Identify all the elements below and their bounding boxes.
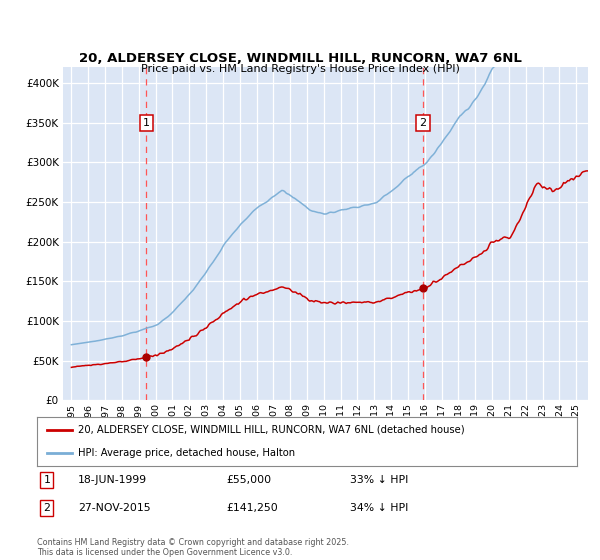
Text: £55,000: £55,000 (226, 475, 271, 485)
Text: 1: 1 (43, 475, 50, 485)
Text: 1: 1 (143, 118, 150, 128)
Text: HPI: Average price, detached house, Halton: HPI: Average price, detached house, Halt… (77, 447, 295, 458)
Text: 18-JUN-1999: 18-JUN-1999 (77, 475, 147, 485)
Text: £141,250: £141,250 (226, 503, 278, 513)
Text: 33% ↓ HPI: 33% ↓ HPI (350, 475, 409, 485)
Text: 27-NOV-2015: 27-NOV-2015 (77, 503, 151, 513)
Text: 34% ↓ HPI: 34% ↓ HPI (350, 503, 409, 513)
Text: 20, ALDERSEY CLOSE, WINDMILL HILL, RUNCORN, WA7 6NL (detached house): 20, ALDERSEY CLOSE, WINDMILL HILL, RUNCO… (77, 425, 464, 435)
Text: 20, ALDERSEY CLOSE, WINDMILL HILL, RUNCORN, WA7 6NL: 20, ALDERSEY CLOSE, WINDMILL HILL, RUNCO… (79, 52, 521, 66)
Text: 2: 2 (419, 118, 427, 128)
Text: Price paid vs. HM Land Registry's House Price Index (HPI): Price paid vs. HM Land Registry's House … (140, 64, 460, 74)
Text: 2: 2 (43, 503, 50, 513)
Text: Contains HM Land Registry data © Crown copyright and database right 2025.
This d: Contains HM Land Registry data © Crown c… (37, 538, 349, 557)
